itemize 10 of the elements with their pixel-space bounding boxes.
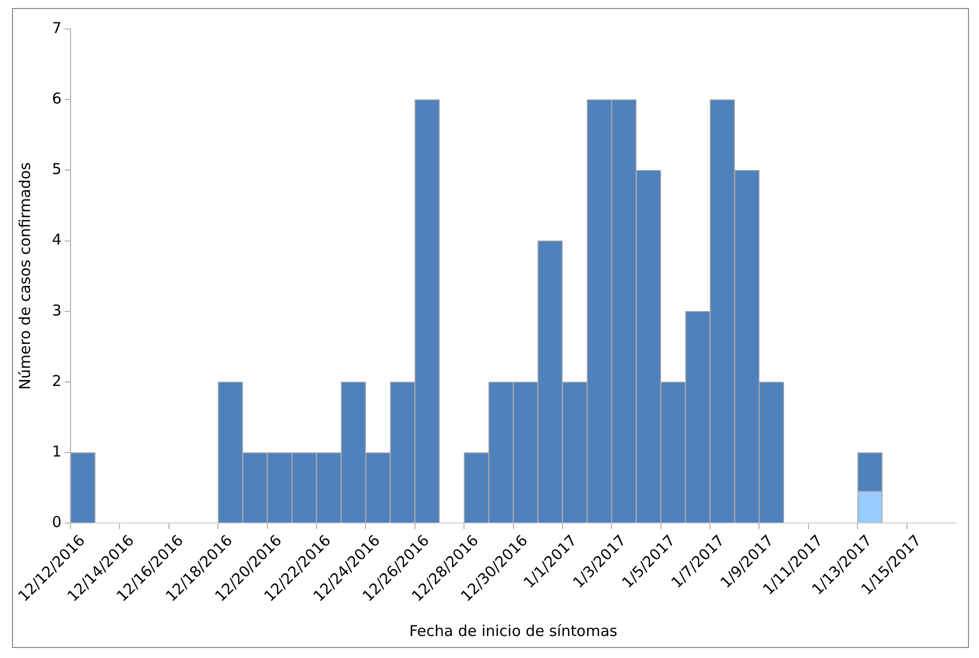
y-axis-title: Número de casos confirmados [16,162,34,390]
y-tick-label: 2 [52,372,62,390]
y-tick-label: 3 [52,301,62,320]
x-axis-title: Fecha de inicio de síntomas [409,622,618,640]
y-tick-label: 0 [52,513,62,532]
y-tick-label: 7 [52,18,62,37]
y-tick-label: 4 [52,230,62,249]
y-tick-label: 6 [52,89,62,108]
y-tick-label: 1 [52,442,62,460]
y-tick-label: 5 [52,160,62,178]
